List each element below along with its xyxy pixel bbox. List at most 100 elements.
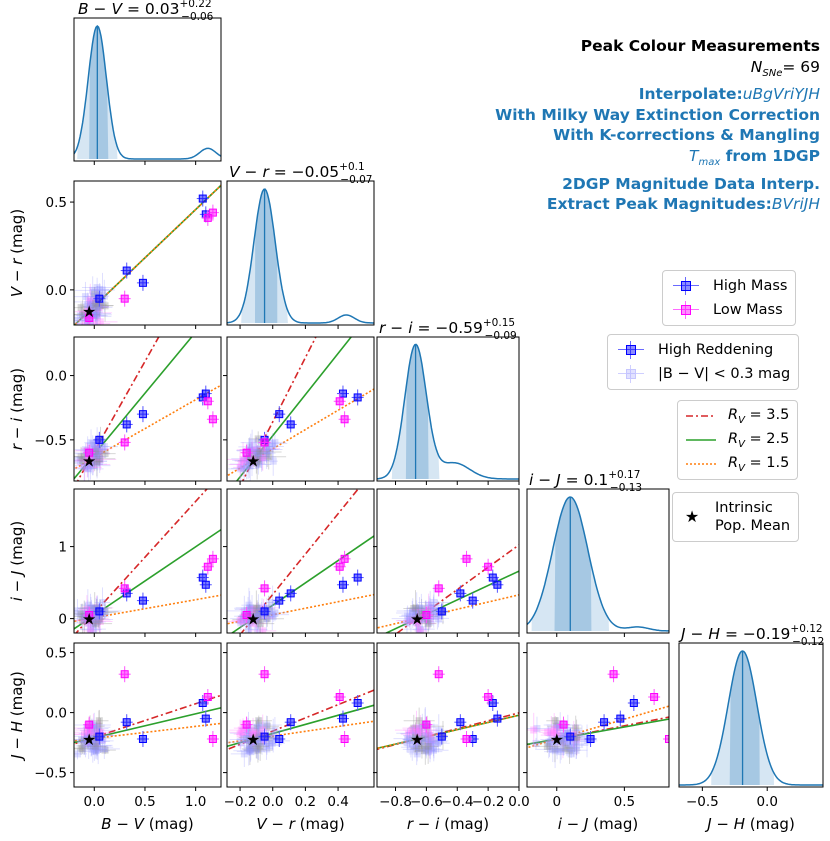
data-point-low-reddening bbox=[430, 607, 438, 615]
data-point-low-reddening bbox=[252, 604, 260, 612]
data-point-low-reddening bbox=[101, 302, 109, 310]
data-point-low-reddening bbox=[87, 308, 95, 316]
data-point-low-reddening bbox=[566, 746, 574, 754]
data-point-low-reddening bbox=[239, 617, 247, 625]
data-point-low-reddening bbox=[412, 732, 420, 740]
data-point-low-reddening bbox=[422, 733, 430, 741]
data-point-low-reddening bbox=[91, 453, 99, 461]
panel-frame bbox=[376, 336, 520, 482]
data-point-low-reddening bbox=[92, 738, 100, 746]
x-tick-label: 0.0 bbox=[508, 794, 529, 810]
data-point-low-reddening bbox=[77, 610, 85, 618]
data-point-low-reddening bbox=[433, 611, 441, 619]
data-point-low-mass bbox=[340, 735, 349, 743]
marginal-title: i − J = 0.1+0.17 −0.13 bbox=[529, 469, 642, 494]
data-point-low-reddening bbox=[96, 617, 104, 625]
x-tick-label: 0.5 bbox=[614, 794, 635, 810]
data-point-low-reddening bbox=[93, 723, 101, 731]
data-point-low-reddening bbox=[258, 457, 266, 465]
data-point-low-reddening bbox=[254, 435, 262, 443]
data-point-low-reddening bbox=[90, 614, 98, 622]
data-point-high-mass bbox=[201, 714, 210, 723]
data-point-low-reddening bbox=[236, 463, 244, 471]
data-point-low-reddening bbox=[84, 601, 92, 609]
data-point-low-reddening bbox=[408, 616, 416, 624]
data-point-low-reddening bbox=[403, 738, 411, 746]
data-point-low-reddening bbox=[415, 604, 423, 612]
data-point-low-reddening bbox=[94, 741, 102, 749]
data-point-low-reddening bbox=[248, 738, 256, 746]
data-point-low-reddening bbox=[413, 610, 421, 618]
legend-reddening: High Reddening |B − V| < 0.3 mag bbox=[607, 334, 800, 390]
data-point-low-reddening bbox=[256, 611, 264, 619]
reddening-line bbox=[527, 718, 669, 746]
legend-rv-15: RV = 1.5 bbox=[686, 454, 790, 474]
legend-rv: RV = 3.5 RV = 2.5 RV = 1.5 bbox=[677, 400, 799, 480]
data-point-low-reddening bbox=[269, 598, 277, 606]
data-point-low-reddening bbox=[87, 298, 95, 306]
data-point-high-mass bbox=[353, 699, 362, 707]
data-point-low-reddening bbox=[561, 733, 569, 741]
data-point-low-reddening bbox=[91, 605, 99, 613]
data-point-low-reddening bbox=[90, 447, 98, 455]
intrinsic-mean-star: ★ bbox=[410, 610, 424, 629]
panel-3-2: ★ bbox=[373, 488, 520, 637]
y-tick-label: 0 bbox=[58, 612, 67, 628]
data-point-low-reddening bbox=[405, 615, 413, 623]
data-point-low-reddening bbox=[545, 738, 553, 746]
intrinsic-mean-star: ★ bbox=[246, 730, 260, 749]
data-point-low-reddening bbox=[263, 448, 271, 456]
data-point-low-reddening bbox=[544, 728, 552, 736]
data-point-high-mass bbox=[338, 389, 347, 398]
y-tick-label: 0.0 bbox=[46, 369, 67, 385]
data-point-low-reddening bbox=[87, 302, 95, 310]
data-point-low-reddening bbox=[552, 722, 560, 730]
data-point-low-reddening bbox=[93, 726, 101, 734]
data-point-low-reddening bbox=[86, 607, 94, 615]
data-point-low-reddening bbox=[240, 607, 248, 615]
data-point-low-reddening bbox=[551, 747, 559, 755]
data-point-low-reddening bbox=[416, 726, 424, 734]
data-point-low-reddening bbox=[251, 737, 259, 745]
data-point-low-reddening bbox=[254, 746, 262, 754]
data-point-high-mass bbox=[488, 573, 497, 582]
data-point-low-reddening bbox=[252, 733, 260, 741]
data-point-low-reddening bbox=[237, 616, 245, 624]
data-point-low-reddening bbox=[249, 728, 257, 736]
data-point-low-reddening bbox=[253, 614, 261, 622]
data-point-low-reddening bbox=[417, 605, 425, 613]
setting-mw-extinction: With Milky Way Extinction Correction bbox=[495, 105, 820, 124]
legend-intrinsic-mean: ★ Intrinsic Pop. Mean bbox=[672, 492, 800, 542]
data-point-low-reddening bbox=[255, 455, 263, 463]
data-point-low-reddening bbox=[533, 724, 541, 732]
data-point-high-mass bbox=[488, 699, 497, 707]
panel-frame bbox=[526, 488, 670, 634]
data-point-low-mass bbox=[120, 670, 129, 679]
data-point-low-reddening bbox=[253, 731, 261, 739]
data-point-low-reddening bbox=[88, 297, 96, 305]
data-point-low-reddening bbox=[84, 464, 92, 472]
data-point-low-reddening bbox=[89, 286, 97, 294]
data-point-low-reddening bbox=[254, 731, 262, 739]
data-point-low-reddening bbox=[429, 604, 437, 612]
marginal-title: V − r = −0.05+0.1 −0.07 bbox=[229, 161, 372, 186]
data-point-high-mass bbox=[198, 699, 207, 707]
data-point-low-reddening bbox=[412, 742, 420, 750]
data-point-low-reddening bbox=[252, 453, 260, 461]
data-point-low-reddening bbox=[265, 453, 273, 461]
data-point-low-reddening bbox=[243, 736, 251, 744]
data-point-low-reddening bbox=[248, 614, 256, 622]
data-point-low-reddening bbox=[434, 738, 442, 746]
data-point-low-reddening bbox=[237, 619, 245, 627]
data-point-low-reddening bbox=[405, 730, 413, 738]
data-point-low-reddening bbox=[255, 717, 263, 725]
data-point-low-mass bbox=[434, 584, 443, 593]
data-point-low-reddening bbox=[95, 455, 103, 463]
x-axis-label: J − H (mag) bbox=[704, 815, 795, 833]
data-point-low-reddening bbox=[263, 443, 271, 451]
data-point-low-reddening bbox=[422, 730, 430, 738]
sample-size: NSNe= 69 bbox=[750, 57, 820, 79]
data-point-low-reddening bbox=[81, 617, 89, 625]
data-point-low-reddening bbox=[254, 739, 262, 747]
data-point-low-reddening bbox=[90, 612, 98, 620]
